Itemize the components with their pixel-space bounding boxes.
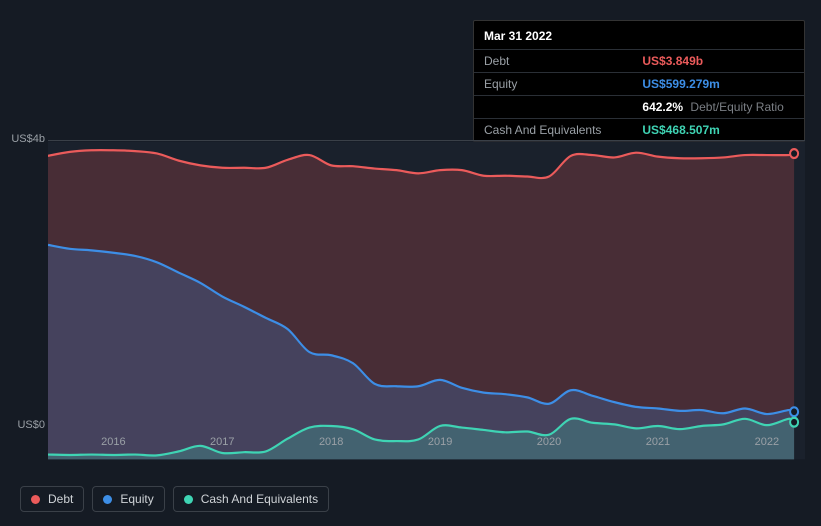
x-axis-label: 2022 (747, 436, 787, 448)
x-axis-label: 2021 (638, 436, 678, 448)
x-axis-label: 2018 (311, 436, 351, 448)
tooltip-row-label (474, 96, 632, 119)
y-axis-label: US$0 (0, 420, 45, 431)
end-marker-debt (790, 149, 798, 158)
tooltip-row-value: US$3.849b (632, 50, 804, 73)
legend-label: Debt (48, 492, 73, 506)
chart-area: US$0 US$4b 2016 2017 2018 2019 2020 2021 2022 (0, 126, 821, 476)
y-axis-label: US$4b (0, 134, 45, 145)
tooltip-date: Mar 31 2022 (474, 25, 804, 49)
x-axis-label: 2020 (529, 436, 569, 448)
legend-item-cash-and-equivalents[interactable]: Cash And Equivalents (173, 486, 329, 512)
legend-item-equity[interactable]: Equity (92, 486, 164, 512)
x-axis-label: 2019 (420, 436, 460, 448)
x-axis-label: 2017 (202, 436, 242, 448)
end-marker-equity (790, 407, 798, 416)
legend-item-debt[interactable]: Debt (20, 486, 84, 512)
legend-label: Cash And Equivalents (201, 492, 318, 506)
end-marker-cash-and-equivalents (790, 418, 798, 427)
legend-dot-icon (31, 495, 40, 504)
legend-dot-icon (103, 495, 112, 504)
tooltip-row-label: Equity (474, 73, 632, 96)
tooltip-row-value: 642.2% Debt/Equity Ratio (632, 96, 804, 119)
tooltip-panel: Mar 31 2022 DebtUS$3.849bEquityUS$599.27… (473, 20, 805, 142)
legend-dot-icon (184, 495, 193, 504)
tooltip-row-value: US$599.279m (632, 73, 804, 96)
tooltip-row-label: Debt (474, 50, 632, 73)
legend-label: Equity (120, 492, 153, 506)
x-axis-label: 2016 (93, 436, 133, 448)
plot-area[interactable] (48, 126, 805, 476)
legend: Debt Equity Cash And Equivalents (20, 486, 329, 512)
